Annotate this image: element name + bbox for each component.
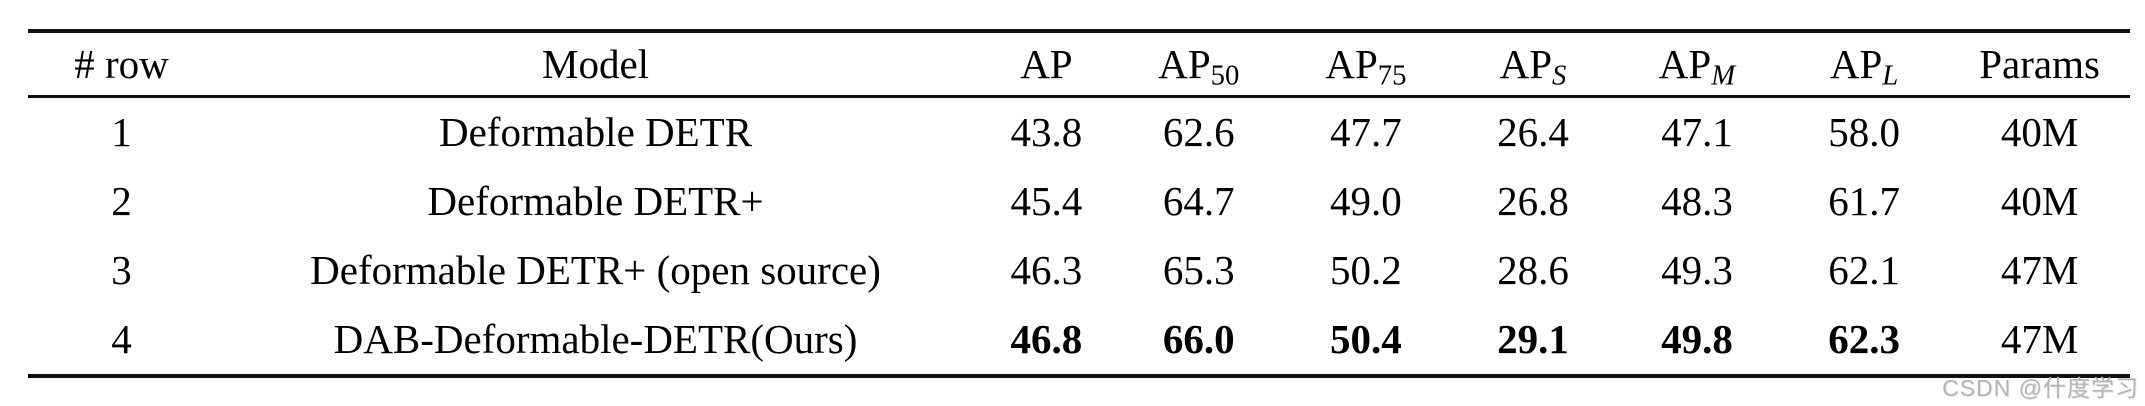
cell-ap75: 49.0 <box>1330 178 1402 224</box>
table-header: # row Model AP AP50 AP75 APS APM APL Par… <box>28 31 2130 98</box>
cell-ap: 43.8 <box>1010 109 1083 155</box>
header-label-model: Model <box>542 40 650 87</box>
csdn-watermark: CSDN @什度学习 <box>1942 375 2139 401</box>
cell-aps: 26.8 <box>1497 178 1569 224</box>
header-label-ap50: AP <box>1158 40 1211 87</box>
header-cell-ap: AP <box>976 31 1117 98</box>
header-sub-m: M <box>1711 58 1736 91</box>
cell-ap: 46.3 <box>1010 247 1083 293</box>
cell-ap: 45.4 <box>1010 178 1083 224</box>
cell-apl: 62.1 <box>1828 247 1900 293</box>
header-sub-s: S <box>1552 58 1567 91</box>
cell-ap50: 64.7 <box>1162 178 1235 224</box>
results-table: # row Model AP AP50 AP75 APS APM APL Par… <box>28 29 2130 378</box>
header-row: # row Model AP AP50 AP75 APS APM APL Par… <box>28 31 2130 98</box>
cell-ap75: 50.2 <box>1330 247 1402 293</box>
cell-ap: 46.8 <box>1010 316 1083 362</box>
header-cell-ap50: AP50 <box>1116 31 1281 98</box>
table-row: 2 Deformable DETR+ 45.4 64.7 49.0 26.8 4… <box>28 167 2130 236</box>
header-cell-apm: APM <box>1614 31 1779 98</box>
header-cell-params: Params <box>1949 31 2130 98</box>
header-label-apm: AP <box>1658 40 1712 87</box>
header-label-row: # row <box>74 40 169 87</box>
header-label-ap75: AP <box>1325 40 1378 87</box>
cell-params: 40M <box>2000 109 2079 155</box>
table-row: 1 Deformable DETR 43.8 62.6 47.7 26.4 47… <box>28 97 2130 168</box>
cell-model: Deformable DETR+ <box>427 178 764 224</box>
cell-ap50: 65.3 <box>1162 247 1235 293</box>
header-cell-ap75: AP75 <box>1280 31 1452 98</box>
cell-apm: 49.8 <box>1661 316 1733 362</box>
cell-row-num: 1 <box>111 109 132 155</box>
cell-ap75: 50.4 <box>1330 316 1402 362</box>
cell-model: Deformable DETR <box>438 109 753 155</box>
header-label-ap: AP <box>1020 40 1073 87</box>
cell-apm: 48.3 <box>1661 178 1733 224</box>
cell-row-num: 2 <box>111 178 132 224</box>
cell-ap50: 66.0 <box>1162 316 1235 362</box>
cell-aps: 28.6 <box>1497 247 1569 293</box>
cell-model: Deformable DETR+ (open source) <box>310 247 881 293</box>
cell-params: 47M <box>2000 316 2079 362</box>
header-label-apl: AP <box>1829 40 1883 87</box>
cell-apl: 61.7 <box>1828 178 1900 224</box>
cell-row-num: 4 <box>111 316 132 362</box>
header-label-params: Params <box>1979 40 2100 87</box>
table-row: 3 Deformable DETR+ (open source) 46.3 65… <box>28 236 2130 305</box>
table-row-ours: 4 DAB-Deformable-DETR(Ours) 46.8 66.0 50… <box>28 305 2130 376</box>
cell-apm: 47.1 <box>1661 109 1733 155</box>
header-cell-aps: APS <box>1451 31 1615 98</box>
cell-params: 47M <box>2000 247 2079 293</box>
cell-aps: 29.1 <box>1497 316 1569 362</box>
table-body: 1 Deformable DETR 43.8 62.6 47.7 26.4 47… <box>28 97 2130 377</box>
header-sub-l: L <box>1882 58 1899 91</box>
header-sub-75: 75 <box>1377 58 1407 91</box>
header-cell-row: # row <box>28 31 216 98</box>
cell-apl: 58.0 <box>1828 109 1900 155</box>
cell-ap75: 47.7 <box>1330 109 1402 155</box>
cell-model: DAB-Deformable-DETR(Ours) <box>333 316 858 362</box>
header-cell-model: Model <box>215 31 976 98</box>
cell-apl: 62.3 <box>1828 316 1900 362</box>
header-cell-apl: APL <box>1778 31 1950 98</box>
header-label-aps: AP <box>1499 40 1553 87</box>
results-table-wrap: # row Model AP AP50 AP75 APS APM APL Par… <box>28 29 2130 378</box>
header-sub-50: 50 <box>1210 58 1240 91</box>
cell-row-num: 3 <box>111 247 132 293</box>
cell-params: 40M <box>2000 178 2079 224</box>
cell-ap50: 62.6 <box>1162 109 1235 155</box>
cell-aps: 26.4 <box>1497 109 1569 155</box>
cell-apm: 49.3 <box>1661 247 1733 293</box>
